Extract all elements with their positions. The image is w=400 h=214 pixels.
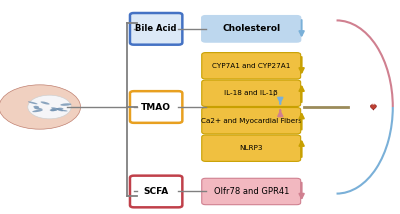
Text: TMAO: TMAO bbox=[141, 103, 171, 111]
FancyBboxPatch shape bbox=[202, 16, 301, 42]
Circle shape bbox=[0, 85, 80, 129]
Text: CYP7A1 and CYP27A1: CYP7A1 and CYP27A1 bbox=[212, 63, 290, 69]
FancyBboxPatch shape bbox=[202, 53, 301, 79]
FancyBboxPatch shape bbox=[202, 135, 301, 161]
FancyBboxPatch shape bbox=[202, 107, 301, 134]
Ellipse shape bbox=[32, 110, 43, 112]
FancyBboxPatch shape bbox=[202, 80, 301, 107]
Circle shape bbox=[28, 95, 71, 119]
FancyBboxPatch shape bbox=[130, 176, 182, 207]
Text: SCFA: SCFA bbox=[144, 187, 169, 196]
Ellipse shape bbox=[33, 106, 39, 108]
FancyBboxPatch shape bbox=[202, 178, 301, 205]
Ellipse shape bbox=[34, 108, 43, 110]
Polygon shape bbox=[372, 104, 375, 107]
Ellipse shape bbox=[61, 110, 68, 111]
Ellipse shape bbox=[50, 109, 57, 111]
Text: Olfr78 and GPR41: Olfr78 and GPR41 bbox=[214, 187, 289, 196]
Ellipse shape bbox=[51, 107, 59, 110]
FancyBboxPatch shape bbox=[130, 91, 182, 123]
Text: Cholesterol: Cholesterol bbox=[222, 24, 280, 33]
Text: Bile Acid: Bile Acid bbox=[136, 24, 177, 33]
Ellipse shape bbox=[28, 101, 38, 104]
Ellipse shape bbox=[50, 108, 56, 111]
Polygon shape bbox=[370, 105, 376, 110]
Text: NLRP3: NLRP3 bbox=[240, 145, 263, 151]
FancyBboxPatch shape bbox=[130, 13, 182, 45]
Ellipse shape bbox=[40, 101, 50, 105]
Text: IL-18 and IL-1β: IL-18 and IL-1β bbox=[224, 90, 278, 96]
Ellipse shape bbox=[60, 103, 72, 106]
Ellipse shape bbox=[56, 108, 63, 111]
Ellipse shape bbox=[57, 108, 64, 110]
Text: Ca2+ and Myocardial Fibers: Ca2+ and Myocardial Fibers bbox=[201, 118, 302, 124]
